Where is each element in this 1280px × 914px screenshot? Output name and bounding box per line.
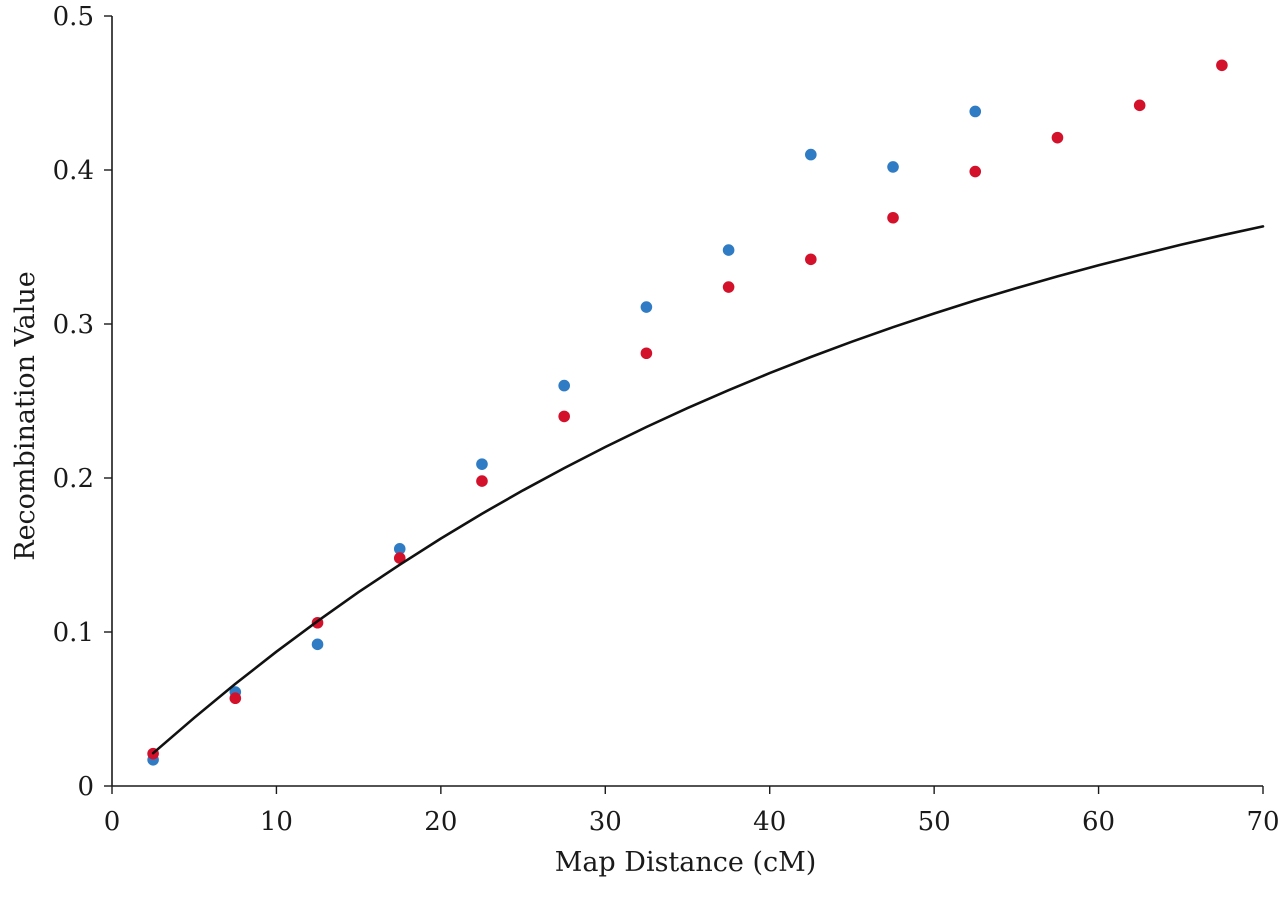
data-point	[805, 253, 817, 266]
data-point	[887, 161, 899, 173]
x-axis-title: Map Distance (cM)	[555, 847, 817, 878]
x-tick-label: 0	[104, 807, 121, 837]
y-tick-label: 0.1	[53, 618, 94, 648]
x-tick-label: 40	[753, 807, 786, 837]
y-tick-label: 0.2	[53, 464, 94, 494]
data-point	[640, 347, 653, 360]
data-point	[969, 165, 982, 178]
axes	[111, 16, 1263, 787]
data-point	[393, 552, 406, 564]
data-point	[476, 458, 488, 470]
x-tick-label: 20	[424, 807, 457, 837]
data-point	[1051, 131, 1064, 144]
data-point	[558, 410, 570, 423]
data-point	[969, 105, 982, 118]
plot-area	[147, 59, 1265, 766]
data-point	[229, 692, 242, 705]
x-tick-label: 70	[1246, 807, 1279, 837]
y-tick-label: 0.4	[53, 156, 94, 186]
x-tick-label: 30	[589, 807, 622, 837]
data-point	[722, 281, 735, 293]
data-point	[558, 379, 570, 392]
y-tick-label: 0.5	[53, 2, 94, 32]
data-point	[393, 543, 406, 555]
data-point	[1133, 99, 1146, 112]
series-1-points	[147, 105, 982, 766]
x-tick-label: 60	[1082, 807, 1115, 837]
x-tick-label: 10	[260, 807, 293, 837]
data-point	[640, 301, 653, 313]
y-tick-label: 0.3	[53, 310, 94, 340]
data-point	[887, 211, 899, 224]
mapping-function-curve	[151, 225, 1265, 755]
data-point	[1216, 59, 1228, 72]
y-axis-title: Recombination Value	[10, 271, 41, 561]
data-point	[311, 638, 324, 651]
x-tick-label: 50	[918, 807, 951, 837]
data-point	[805, 148, 817, 161]
x-axis-ticks: 0 10 20 30 40 50 60 70	[104, 786, 1280, 837]
y-tick-label: 0	[77, 772, 94, 802]
y-axis-ticks: 0 0.1 0.2 0.3 0.4 0.5	[53, 2, 112, 802]
data-point	[476, 475, 488, 487]
data-point	[722, 244, 735, 256]
